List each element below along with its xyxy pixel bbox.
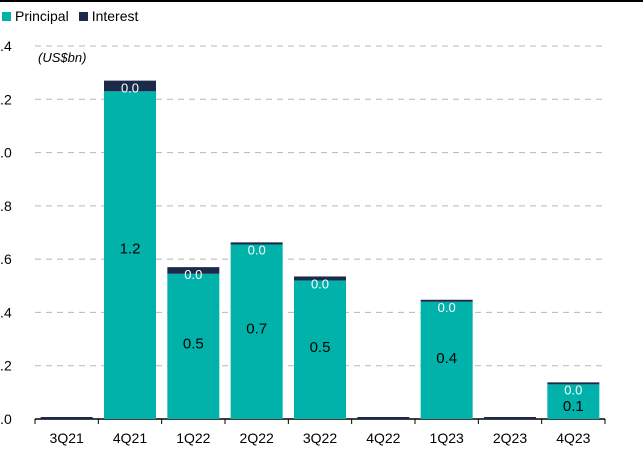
- interest-data-label: 0.0: [438, 300, 456, 315]
- interest-bar: [420, 299, 473, 302]
- principal-bar: [547, 384, 600, 419]
- x-tick-label: 3Q21: [50, 430, 84, 446]
- x-tick-label: 3Q22: [303, 430, 337, 446]
- top-rule: [0, 0, 643, 2]
- x-tick-label: 4Q23: [556, 430, 590, 446]
- interest-bar: [294, 276, 346, 281]
- principal-data-label: 1.2: [120, 241, 141, 258]
- principal-bar: [294, 280, 346, 419]
- interest-data-label: 0.0: [184, 267, 202, 282]
- x-tick-label: 1Q22: [176, 430, 210, 446]
- y-tick-label: 1.4: [0, 38, 12, 54]
- interest-bar: [230, 242, 283, 245]
- y-tick-label: 0.8: [0, 198, 12, 214]
- interest-bar: [104, 80, 156, 92]
- principal-bar: [420, 301, 473, 419]
- principal-data-label: 0.4: [436, 350, 457, 367]
- legend-label-interest: Interest: [91, 8, 139, 24]
- x-tick-label: 4Q22: [366, 430, 400, 446]
- x-tick-label: 1Q23: [430, 430, 464, 446]
- principal-data-label: 0.7: [246, 320, 267, 337]
- principal-data-label: 0.5: [183, 335, 204, 352]
- legend-swatch-interest: [78, 11, 88, 21]
- x-tick-label: 2Q22: [240, 430, 274, 446]
- principal-data-label: 0.1: [563, 398, 584, 415]
- interest-data-label: 0.0: [121, 81, 139, 96]
- principal-bar: [167, 273, 220, 419]
- legend-label-principal: Principal: [15, 8, 69, 24]
- legend: Principal Interest: [2, 8, 148, 24]
- interest-data-label: 0.0: [564, 382, 582, 397]
- legend-item-principal: Principal: [2, 8, 69, 24]
- unit-label: (US$bn): [38, 50, 86, 65]
- interest-bar: [484, 417, 536, 419]
- interest-data-label: 0.0: [248, 242, 266, 257]
- y-tick-label: 0.4: [0, 304, 12, 320]
- y-tick-label: 1.0: [0, 145, 12, 161]
- legend-item-interest: Interest: [78, 8, 139, 24]
- y-tick-label: 0.2: [0, 358, 12, 374]
- principal-data-label: 0.5: [310, 339, 331, 356]
- x-tick-label: 4Q21: [113, 430, 147, 446]
- interest-bar: [40, 417, 93, 419]
- interest-bar: [167, 267, 220, 274]
- principal-bar: [104, 91, 156, 420]
- x-tick-label: 2Q23: [493, 430, 527, 446]
- interest-bar: [547, 382, 600, 385]
- y-tick-label: 1.2: [0, 91, 12, 107]
- principal-bar: [230, 244, 283, 419]
- interest-data-label: 0.0: [311, 276, 329, 291]
- y-tick-label: 0.0: [0, 411, 12, 427]
- y-tick-label: 0.6: [0, 251, 12, 267]
- legend-swatch-principal: [2, 11, 11, 21]
- interest-bar: [357, 417, 410, 419]
